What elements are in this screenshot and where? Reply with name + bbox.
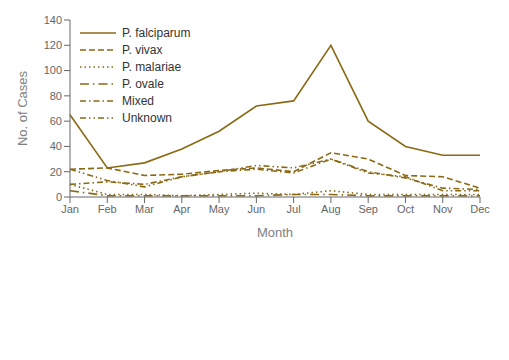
svg-text:Jul: Jul (287, 203, 301, 215)
html-text:P. malariae: P. malariae (122, 60, 182, 74)
html-text:P. falciparum: P. falciparum (122, 26, 191, 40)
svg-text:Dec: Dec (470, 203, 490, 215)
svg-text:Jan: Jan (61, 203, 79, 215)
svg-text:40: 40 (50, 140, 62, 152)
html-text:Mixed: Mixed (122, 94, 154, 108)
svg-text:Apr: Apr (173, 203, 190, 215)
html-text:Unknown: Unknown (122, 111, 172, 125)
svg-text:Month: Month (257, 225, 293, 240)
html-text:P. ovale: P. ovale (122, 77, 164, 91)
svg-text:20: 20 (50, 166, 62, 178)
svg-text:80: 80 (50, 90, 62, 102)
svg-text:Oct: Oct (397, 203, 414, 215)
svg-text:Sep: Sep (358, 203, 378, 215)
svg-text:0: 0 (56, 191, 62, 203)
svg-text:60: 60 (50, 115, 62, 127)
svg-text:No. of Cases: No. of Cases (15, 70, 30, 146)
html-text:P. vivax: P. vivax (122, 43, 163, 57)
svg-text:140: 140 (44, 14, 62, 26)
svg-text:May: May (209, 203, 230, 215)
svg-text:Mar: Mar (135, 203, 154, 215)
svg-text:Jun: Jun (247, 203, 265, 215)
svg-text:120: 120 (44, 39, 62, 51)
svg-text:Aug: Aug (321, 203, 341, 215)
svg-text:Nov: Nov (433, 203, 453, 215)
svg-text:Feb: Feb (98, 203, 117, 215)
svg-text:100: 100 (44, 64, 62, 76)
